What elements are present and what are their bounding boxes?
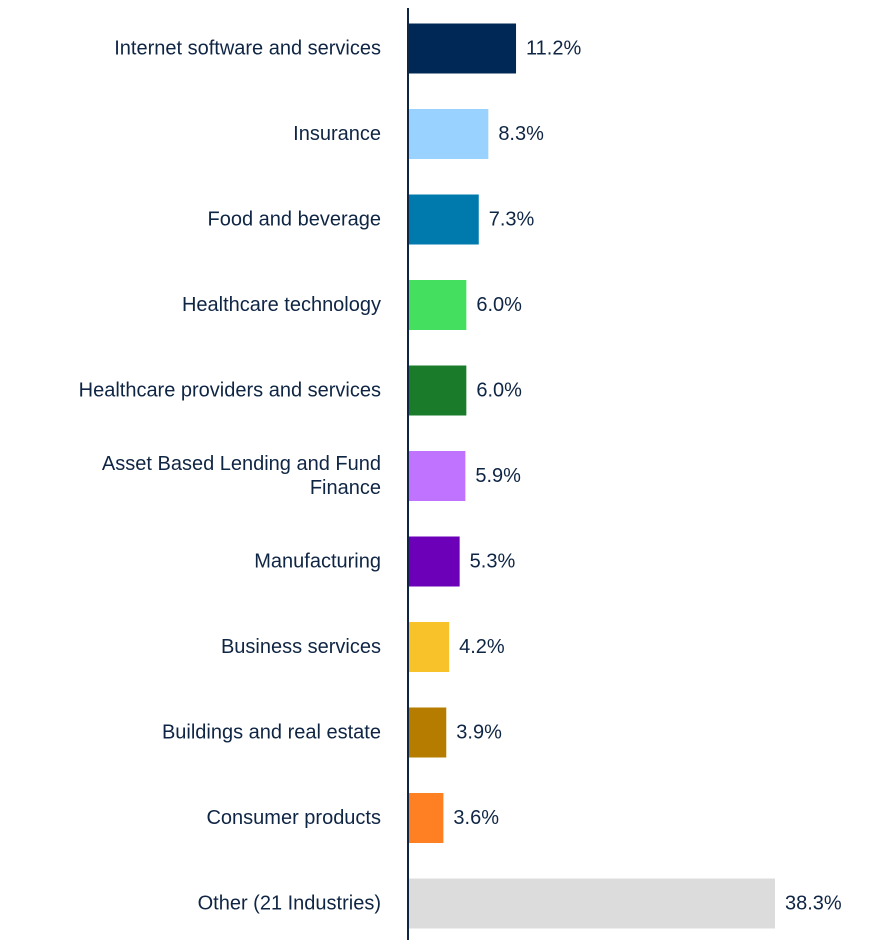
- value-label-manufacturing: 5.3%: [470, 551, 516, 573]
- category-label-other-21-industries: Other (21 Industries): [198, 893, 381, 915]
- category-label-business-services: Business services: [221, 636, 381, 658]
- category-label-internet-software-and-services: Internet software and services: [114, 38, 381, 60]
- bar-food-and-beverage: [409, 194, 479, 245]
- bar-insurance: [409, 109, 489, 159]
- bar-business-services: [409, 622, 450, 672]
- value-label-buildings-and-real-estate: 3.9%: [456, 722, 502, 744]
- bar-internet-software-and-services: [409, 23, 517, 74]
- category-label-asset-based-lending-and-fund-finance: Asset Based Lending and Fund Finance: [102, 453, 381, 499]
- value-label-internet-software-and-services: 11.2%: [526, 38, 581, 60]
- category-label-food-and-beverage: Food and beverage: [208, 209, 381, 231]
- bar-other-21-industries: [409, 878, 775, 929]
- bar-asset-based-lending-and-fund-finance: [409, 451, 466, 501]
- category-label-consumer-products: Consumer products: [206, 807, 381, 829]
- bar-buildings-and-real-estate: [409, 707, 447, 758]
- category-labels-group: Internet software and services Insurance F…: [79, 38, 381, 915]
- bars-group: [409, 23, 775, 929]
- value-label-healthcare-providers-and-services: 6.0%: [476, 380, 522, 402]
- category-label-manufacturing: Manufacturing: [254, 551, 381, 573]
- value-label-other-21-industries: 38.3%: [785, 893, 842, 915]
- bar-manufacturing: [409, 536, 460, 587]
- bar-healthcare-providers-and-services: [409, 365, 467, 416]
- value-label-healthcare-technology: 6.0%: [476, 294, 522, 316]
- bar-consumer-products: [409, 793, 444, 843]
- value-label-food-and-beverage: 7.3%: [489, 209, 535, 231]
- value-label-insurance: 8.3%: [498, 123, 544, 145]
- value-label-asset-based-lending-and-fund-finance: 5.9%: [475, 465, 521, 487]
- category-label-insurance: Insurance: [293, 123, 381, 145]
- value-label-consumer-products: 3.6%: [453, 807, 499, 829]
- category-label-buildings-and-real-estate: Buildings and real estate: [162, 722, 381, 744]
- value-label-business-services: 4.2%: [459, 636, 505, 658]
- category-label-healthcare-providers-and-services: Healthcare providers and services: [79, 380, 381, 402]
- value-labels-group: 11.2% 8.3% 7.3% 6.0% 6.0% 5.9% 5.3% 4.2% 3.9% 3.6…: [453, 38, 842, 915]
- category-label-healthcare-technology: Healthcare technology: [182, 294, 381, 316]
- bar-healthcare-technology: [409, 280, 467, 330]
